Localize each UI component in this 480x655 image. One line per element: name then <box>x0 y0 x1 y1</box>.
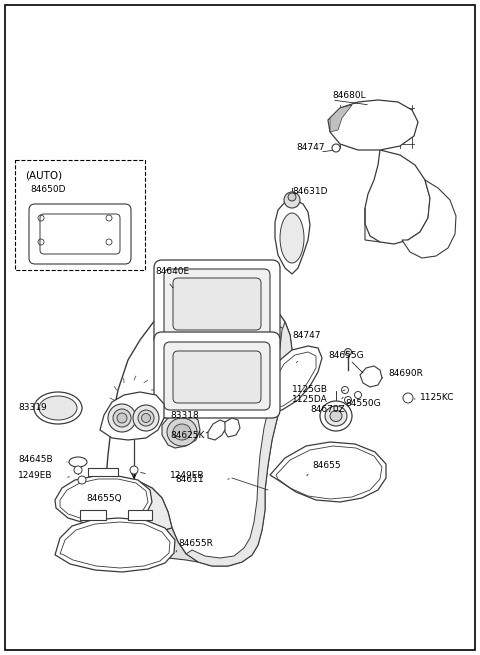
Text: 1249EB: 1249EB <box>170 470 204 479</box>
Polygon shape <box>186 322 292 566</box>
Circle shape <box>284 192 300 208</box>
Polygon shape <box>100 392 164 440</box>
Polygon shape <box>268 362 296 388</box>
Polygon shape <box>193 298 262 338</box>
Circle shape <box>74 466 82 474</box>
FancyBboxPatch shape <box>154 260 280 346</box>
Polygon shape <box>80 510 106 520</box>
Ellipse shape <box>108 404 136 432</box>
Circle shape <box>355 392 361 398</box>
Text: 84640E: 84640E <box>155 267 189 276</box>
Circle shape <box>130 466 138 474</box>
Polygon shape <box>128 396 166 430</box>
FancyBboxPatch shape <box>173 351 261 403</box>
Text: (AUTO): (AUTO) <box>25 170 62 180</box>
Polygon shape <box>100 294 292 566</box>
Text: 84680L: 84680L <box>332 90 366 100</box>
Polygon shape <box>155 294 290 335</box>
Polygon shape <box>128 510 152 520</box>
Ellipse shape <box>325 406 347 426</box>
Polygon shape <box>88 468 118 476</box>
Polygon shape <box>198 302 258 335</box>
Ellipse shape <box>142 413 151 422</box>
Text: 84650D: 84650D <box>30 185 65 195</box>
Text: 84631D: 84631D <box>292 187 327 196</box>
Text: 1249EB: 1249EB <box>18 472 52 481</box>
Text: 84747: 84747 <box>296 143 324 153</box>
FancyBboxPatch shape <box>173 278 261 330</box>
Polygon shape <box>328 100 418 150</box>
Ellipse shape <box>320 401 352 431</box>
Circle shape <box>403 393 413 403</box>
FancyBboxPatch shape <box>164 342 270 410</box>
Ellipse shape <box>167 418 197 446</box>
Text: 1125KC: 1125KC <box>420 394 455 403</box>
Bar <box>15 160 145 270</box>
Polygon shape <box>265 346 322 412</box>
Ellipse shape <box>113 409 131 427</box>
Ellipse shape <box>173 424 191 440</box>
Text: 84655G: 84655G <box>328 350 364 360</box>
Polygon shape <box>330 105 352 132</box>
Ellipse shape <box>69 457 87 467</box>
Ellipse shape <box>330 411 342 422</box>
Ellipse shape <box>139 406 157 422</box>
Text: 84690R: 84690R <box>388 369 423 379</box>
Text: 84625K: 84625K <box>170 432 204 441</box>
Text: 84670Z: 84670Z <box>310 405 345 415</box>
Text: 84747: 84747 <box>292 331 321 339</box>
Text: 84655Q: 84655Q <box>86 493 121 502</box>
Polygon shape <box>162 414 200 448</box>
Circle shape <box>345 396 351 403</box>
Polygon shape <box>275 200 310 274</box>
Polygon shape <box>360 366 382 387</box>
Polygon shape <box>208 420 226 440</box>
FancyBboxPatch shape <box>164 269 270 337</box>
Ellipse shape <box>133 405 159 431</box>
Circle shape <box>78 476 86 484</box>
Ellipse shape <box>280 213 304 263</box>
Text: 1125DA: 1125DA <box>292 396 328 405</box>
Polygon shape <box>270 442 386 502</box>
Polygon shape <box>100 475 172 530</box>
Polygon shape <box>100 524 198 562</box>
Text: 84655: 84655 <box>312 460 341 470</box>
Text: 84611: 84611 <box>175 476 204 485</box>
Text: 84550G: 84550G <box>345 400 381 409</box>
Polygon shape <box>55 476 152 526</box>
Polygon shape <box>365 150 430 244</box>
Polygon shape <box>402 180 456 258</box>
Text: 83319: 83319 <box>18 403 47 413</box>
Text: 84645B: 84645B <box>18 455 53 464</box>
Circle shape <box>345 348 351 356</box>
Text: 83318: 83318 <box>170 411 199 419</box>
Ellipse shape <box>39 396 77 420</box>
Ellipse shape <box>117 413 127 423</box>
Circle shape <box>341 386 348 394</box>
Ellipse shape <box>133 400 163 428</box>
Circle shape <box>332 144 340 152</box>
Polygon shape <box>225 418 240 437</box>
Ellipse shape <box>138 410 154 426</box>
Text: 84655R: 84655R <box>178 540 213 548</box>
Polygon shape <box>55 518 175 572</box>
Text: 1125GB: 1125GB <box>292 386 328 394</box>
FancyBboxPatch shape <box>154 332 280 418</box>
Ellipse shape <box>34 392 82 424</box>
Circle shape <box>288 193 296 201</box>
